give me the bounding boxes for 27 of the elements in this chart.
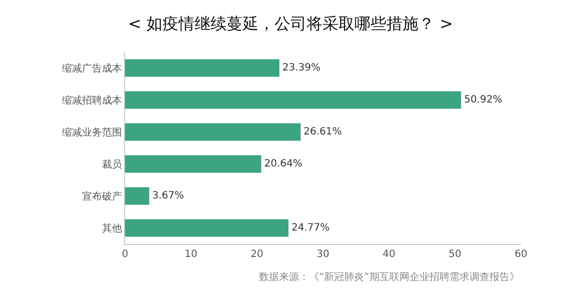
x-tick-label: 30	[316, 249, 330, 260]
bar	[125, 155, 262, 173]
x-tick-label: 60	[514, 249, 528, 260]
y-tick-label: 缩减业务范围	[62, 126, 122, 138]
data-label: 3.67%	[152, 190, 184, 202]
x-tick-label: 40	[382, 249, 396, 260]
x-tick-label: 10	[184, 249, 198, 260]
source-note: 数据来源：《“新冠肺炎”期互联网企业招聘需求调查报告》	[259, 271, 520, 283]
y-tick-label: 其他	[102, 222, 122, 234]
x-tick-label: 50	[448, 249, 462, 260]
y-tick-label: 宣布破产	[82, 190, 122, 202]
data-label: 20.64%	[264, 158, 302, 170]
bar	[125, 91, 462, 109]
bar	[125, 219, 288, 237]
bar	[125, 187, 150, 205]
x-tick-label: 20	[250, 249, 264, 260]
x-tick-label: 0	[122, 249, 128, 260]
bar	[125, 123, 301, 141]
data-label: 50.92%	[464, 94, 502, 106]
data-label: 24.77%	[291, 222, 330, 234]
y-tick-label: 裁员	[102, 158, 122, 170]
chart-title: < 如疫情继续蔓延，公司将采取哪些措施？ >	[128, 14, 453, 33]
bar	[125, 59, 280, 77]
y-tick-label: 缩减招聘成本	[62, 94, 122, 106]
data-label: 23.39%	[282, 62, 321, 74]
y-tick-label: 缩减广告成本	[62, 62, 122, 74]
data-label: 26.61%	[304, 126, 342, 138]
